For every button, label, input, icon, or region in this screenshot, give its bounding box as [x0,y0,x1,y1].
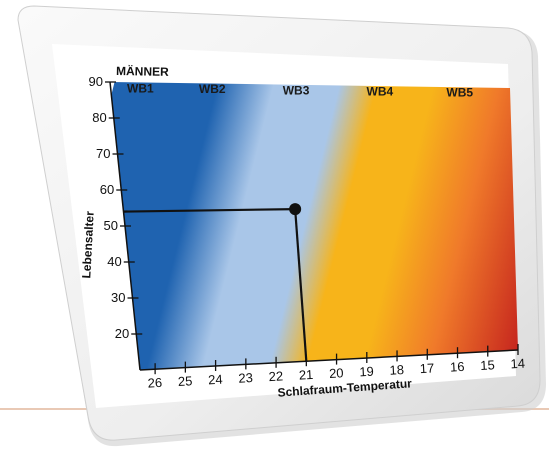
y-tick-label: 30 [111,290,125,305]
heatmap-gradient [110,82,518,370]
band-label-wb5: WB5 [446,85,473,99]
guide-line-vertical [294,209,308,362]
x-tick-label: 22 [268,368,283,384]
band-label-wb1: WB1 [127,81,154,95]
x-tick-label: 14 [510,356,525,372]
y-tick-label: 90 [89,74,103,89]
plot-area: WB1 WB2 WB3 WB4 WB5 20 30 40 50 60 70 80 90 26 25 24 2… [89,74,526,391]
marker-point [289,203,302,216]
x-tick-label: 17 [419,360,434,376]
y-tick-label: 40 [107,254,121,269]
x-tick-label: 18 [389,362,404,378]
x-tick-label: 16 [450,359,465,375]
x-tick-label: 20 [329,365,344,381]
y-tick-label: 70 [96,146,110,161]
x-axis-line [139,349,519,371]
y-tick-label: 50 [104,218,118,233]
y-tick-label: 80 [92,110,106,125]
y-tick-label: 60 [100,182,114,197]
y-axis-label: Lebensalter [79,210,97,278]
band-label-wb3: WB3 [283,83,310,97]
x-tick-label: 24 [208,372,223,388]
x-tick-label: 19 [359,364,374,380]
x-tick-label: 23 [238,370,253,386]
x-tick-label: 26 [147,375,162,391]
chart-title: MÄNNER [116,63,169,79]
x-tick-label: 25 [178,373,193,389]
band-label-wb2: WB2 [199,82,226,96]
y-tick-label: 20 [115,326,129,341]
x-tick-label: 15 [480,357,495,373]
guide-line-horizontal [123,207,296,213]
x-tick-label: 21 [298,367,313,383]
band-label-wb4: WB4 [367,84,394,98]
